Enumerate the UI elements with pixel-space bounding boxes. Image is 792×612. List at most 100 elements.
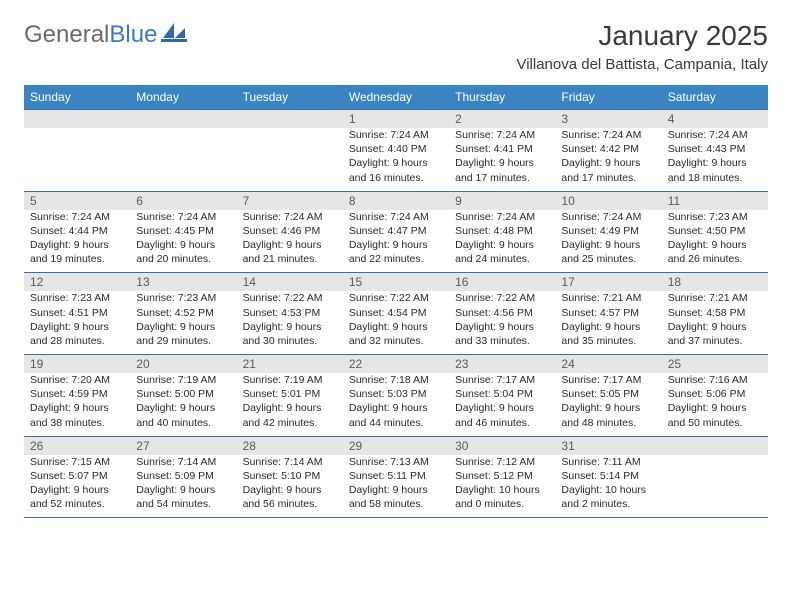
day-number-cell: 6 <box>130 191 236 210</box>
day-detail-line: Daylight: 9 hours <box>30 238 124 252</box>
day-detail-line: Sunrise: 7:12 AM <box>455 455 549 469</box>
day-number-cell: 14 <box>237 273 343 292</box>
day-detail-line: Daylight: 9 hours <box>136 401 230 415</box>
day-detail-line: Sunset: 4:43 PM <box>668 142 762 156</box>
day-detail-line: Sunrise: 7:24 AM <box>243 210 337 224</box>
day-detail-line: Sunrise: 7:13 AM <box>349 455 443 469</box>
day-detail-line: Sunset: 4:48 PM <box>455 224 549 238</box>
day-cell: Sunrise: 7:24 AMSunset: 4:49 PMDaylight:… <box>555 210 661 273</box>
day-cell: Sunrise: 7:24 AMSunset: 4:42 PMDaylight:… <box>555 128 661 191</box>
weekday-header: Thursday <box>449 85 555 110</box>
calendar-table: Sunday Monday Tuesday Wednesday Thursday… <box>24 85 768 518</box>
day-detail-line: Daylight: 9 hours <box>668 320 762 334</box>
day-detail-line: Sunrise: 7:19 AM <box>243 373 337 387</box>
day-detail-line: Sunrise: 7:14 AM <box>243 455 337 469</box>
day-detail-line: Sunrise: 7:23 AM <box>668 210 762 224</box>
day-detail-line: and 19 minutes. <box>30 252 124 266</box>
day-number-cell: 26 <box>24 436 130 455</box>
day-number-cell: 9 <box>449 191 555 210</box>
location-subtitle: Villanova del Battista, Campania, Italy <box>516 56 768 73</box>
weekday-header: Wednesday <box>343 85 449 110</box>
day-detail-line: and 46 minutes. <box>455 416 549 430</box>
day-detail-line: Sunset: 5:07 PM <box>30 469 124 483</box>
day-detail-line: Sunset: 5:14 PM <box>561 469 655 483</box>
day-detail-line: Daylight: 9 hours <box>349 156 443 170</box>
day-cell: Sunrise: 7:22 AMSunset: 4:54 PMDaylight:… <box>343 291 449 354</box>
day-number-cell: 24 <box>555 355 661 374</box>
day-detail-line: Daylight: 9 hours <box>243 238 337 252</box>
day-detail-line: and 33 minutes. <box>455 334 549 348</box>
day-cell: Sunrise: 7:16 AMSunset: 5:06 PMDaylight:… <box>662 373 768 436</box>
day-detail-line: Daylight: 9 hours <box>561 401 655 415</box>
day-cell: Sunrise: 7:24 AMSunset: 4:45 PMDaylight:… <box>130 210 236 273</box>
day-number-cell: 28 <box>237 436 343 455</box>
week-row: Sunrise: 7:20 AMSunset: 4:59 PMDaylight:… <box>24 373 768 436</box>
day-cell: Sunrise: 7:14 AMSunset: 5:10 PMDaylight:… <box>237 455 343 518</box>
day-detail-line: and 54 minutes. <box>136 497 230 511</box>
day-detail-line: Sunset: 5:10 PM <box>243 469 337 483</box>
day-detail-line: Sunrise: 7:24 AM <box>561 210 655 224</box>
day-detail-line: and 21 minutes. <box>243 252 337 266</box>
day-cell: Sunrise: 7:24 AMSunset: 4:43 PMDaylight:… <box>662 128 768 191</box>
day-detail-line: Sunrise: 7:24 AM <box>349 210 443 224</box>
day-number-cell: 27 <box>130 436 236 455</box>
day-cell: Sunrise: 7:14 AMSunset: 5:09 PMDaylight:… <box>130 455 236 518</box>
day-number-cell: 25 <box>662 355 768 374</box>
day-detail-line: Sunset: 5:01 PM <box>243 387 337 401</box>
day-detail-line: and 2 minutes. <box>561 497 655 511</box>
day-detail-line: and 40 minutes. <box>136 416 230 430</box>
day-detail-line: Sunrise: 7:15 AM <box>30 455 124 469</box>
day-detail-line: Sunset: 4:54 PM <box>349 306 443 320</box>
day-cell: Sunrise: 7:13 AMSunset: 5:11 PMDaylight:… <box>343 455 449 518</box>
day-detail-line: Daylight: 9 hours <box>668 401 762 415</box>
day-detail-line: Daylight: 9 hours <box>561 320 655 334</box>
day-detail-line: Sunset: 5:09 PM <box>136 469 230 483</box>
weekday-header: Friday <box>555 85 661 110</box>
day-detail-line: Sunset: 5:04 PM <box>455 387 549 401</box>
day-detail-line: Sunset: 5:00 PM <box>136 387 230 401</box>
day-detail-line: and 28 minutes. <box>30 334 124 348</box>
day-detail-line: and 35 minutes. <box>561 334 655 348</box>
day-detail-line: and 24 minutes. <box>455 252 549 266</box>
day-detail-line: and 42 minutes. <box>243 416 337 430</box>
day-detail-line: and 0 minutes. <box>455 497 549 511</box>
day-detail-line: Daylight: 9 hours <box>30 401 124 415</box>
day-detail-line: Daylight: 9 hours <box>136 238 230 252</box>
day-detail-line: Daylight: 9 hours <box>243 483 337 497</box>
day-detail-line: Sunset: 4:42 PM <box>561 142 655 156</box>
day-number-cell: 8 <box>343 191 449 210</box>
day-cell: Sunrise: 7:21 AMSunset: 4:58 PMDaylight:… <box>662 291 768 354</box>
daynum-row: 567891011 <box>24 191 768 210</box>
day-detail-line: Daylight: 9 hours <box>243 401 337 415</box>
day-detail-line: Daylight: 9 hours <box>561 156 655 170</box>
day-cell: Sunrise: 7:21 AMSunset: 4:57 PMDaylight:… <box>555 291 661 354</box>
brand-logo: GeneralBlue <box>24 20 187 49</box>
day-detail-line: Sunset: 4:49 PM <box>561 224 655 238</box>
day-detail-line: and 32 minutes. <box>349 334 443 348</box>
day-cell: Sunrise: 7:12 AMSunset: 5:12 PMDaylight:… <box>449 455 555 518</box>
day-detail-line: Sunset: 4:44 PM <box>30 224 124 238</box>
sail-icon <box>161 20 187 49</box>
day-detail-line: Sunset: 4:41 PM <box>455 142 549 156</box>
day-detail-line: Sunset: 5:06 PM <box>668 387 762 401</box>
day-detail-line: and 29 minutes. <box>136 334 230 348</box>
day-detail-line: Daylight: 9 hours <box>136 483 230 497</box>
day-detail-line: Sunrise: 7:24 AM <box>561 128 655 142</box>
daynum-row: 12131415161718 <box>24 273 768 292</box>
day-cell: Sunrise: 7:23 AMSunset: 4:51 PMDaylight:… <box>24 291 130 354</box>
day-detail-line: and 48 minutes. <box>561 416 655 430</box>
day-detail-line: Sunrise: 7:18 AM <box>349 373 443 387</box>
day-detail-line: and 22 minutes. <box>349 252 443 266</box>
day-detail-line: Sunrise: 7:17 AM <box>561 373 655 387</box>
brand-part2: Blue <box>109 21 157 49</box>
day-cell: Sunrise: 7:24 AMSunset: 4:41 PMDaylight:… <box>449 128 555 191</box>
day-cell <box>24 128 130 191</box>
day-detail-line: Sunrise: 7:17 AM <box>455 373 549 387</box>
day-detail-line: Daylight: 9 hours <box>455 238 549 252</box>
day-number-cell <box>662 436 768 455</box>
day-number-cell: 4 <box>662 110 768 129</box>
day-detail-line: Sunset: 4:51 PM <box>30 306 124 320</box>
day-detail-line: and 26 minutes. <box>668 252 762 266</box>
day-detail-line: Sunset: 5:05 PM <box>561 387 655 401</box>
day-detail-line: and 17 minutes. <box>561 171 655 185</box>
